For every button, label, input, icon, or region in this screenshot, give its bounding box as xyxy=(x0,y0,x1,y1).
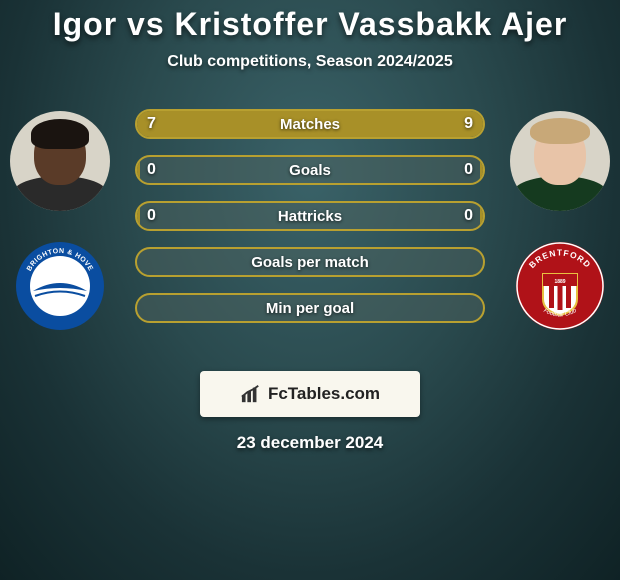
stat-label: Min per goal xyxy=(137,295,483,321)
stat-value-left: 0 xyxy=(147,203,156,229)
club-right-logo: BRENTFORD 1889 Football Club xyxy=(515,241,605,331)
player-left-avatar xyxy=(10,111,110,211)
stat-value-left: 0 xyxy=(147,157,156,183)
page-title: Igor vs Kristoffer Vassbakk Ajer xyxy=(0,0,620,43)
chart-icon xyxy=(240,384,262,404)
club-left-logo: BRIGHTON & HOVE ALBION xyxy=(15,241,105,331)
stat-label: Goals xyxy=(137,157,483,183)
brighton-logo-icon: BRIGHTON & HOVE ALBION xyxy=(15,241,105,331)
subtitle: Club competitions, Season 2024/2025 xyxy=(0,53,620,71)
brand-text: FcTables.com xyxy=(268,384,380,404)
stat-value-right: 0 xyxy=(464,203,473,229)
stat-bars: Matches79Goals00Hattricks00Goals per mat… xyxy=(135,109,485,339)
stat-bar: Hattricks0 0 xyxy=(135,201,485,231)
stat-bar: Min per goal xyxy=(135,293,485,323)
player-right-avatar xyxy=(510,111,610,211)
stat-bar: Goals0 0 xyxy=(135,155,485,185)
stat-bar: Goals per match xyxy=(135,247,485,277)
comparison-panel: BRIGHTON & HOVE ALBION BRENTFORD 1889 xyxy=(0,101,620,361)
stat-value-right: 9 xyxy=(464,111,473,137)
stat-value-left: 7 xyxy=(147,111,156,137)
brand-badge: FcTables.com xyxy=(200,371,420,417)
stat-label: Matches xyxy=(137,111,483,137)
svg-text:1889: 1889 xyxy=(554,279,565,285)
stat-bar: Matches7 9 xyxy=(135,109,485,139)
stat-label: Goals per match xyxy=(137,249,483,275)
date-text: 23 december 2024 xyxy=(0,433,620,453)
brentford-logo-icon: BRENTFORD 1889 Football Club xyxy=(515,241,605,331)
stat-label: Hattricks xyxy=(137,203,483,229)
stat-value-right: 0 xyxy=(464,157,473,183)
